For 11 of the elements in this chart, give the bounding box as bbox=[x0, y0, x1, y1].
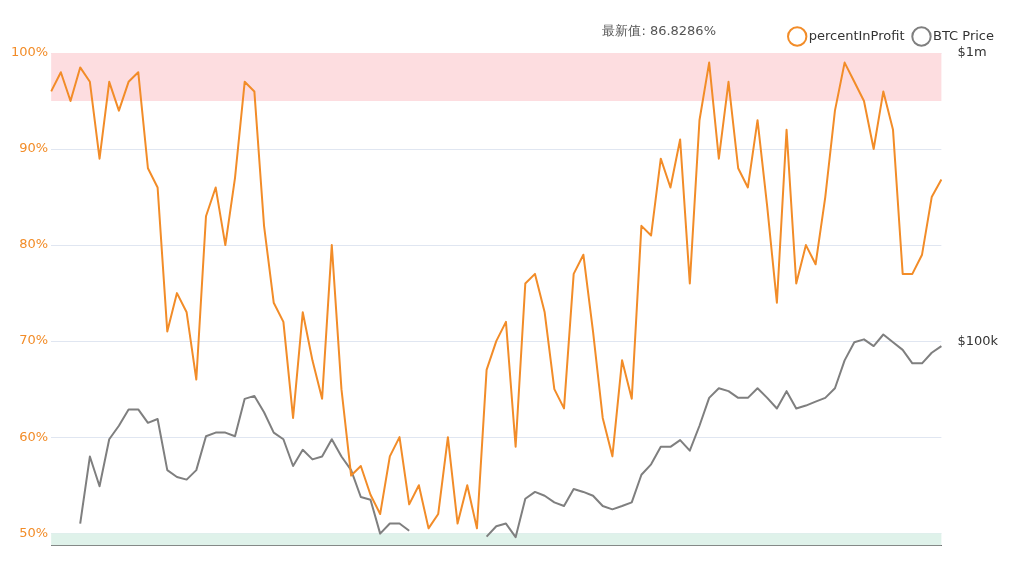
y-tick-label: 100% bbox=[10, 44, 49, 60]
y-tick-label: 60% bbox=[19, 428, 49, 444]
y-tick-label: 90% bbox=[19, 140, 49, 156]
y-tick-label: 70% bbox=[19, 332, 49, 348]
legend-label: BTC Price bbox=[932, 27, 995, 43]
y2-tick-label: $1m bbox=[957, 44, 987, 60]
y2-tick-label: $100k bbox=[957, 332, 999, 348]
text: 最新值: 86.8286% bbox=[602, 22, 716, 40]
y-tick-label: 50% bbox=[19, 524, 49, 540]
y-tick-label: 80% bbox=[19, 236, 49, 252]
legend-label: percentInProfit bbox=[808, 27, 905, 43]
